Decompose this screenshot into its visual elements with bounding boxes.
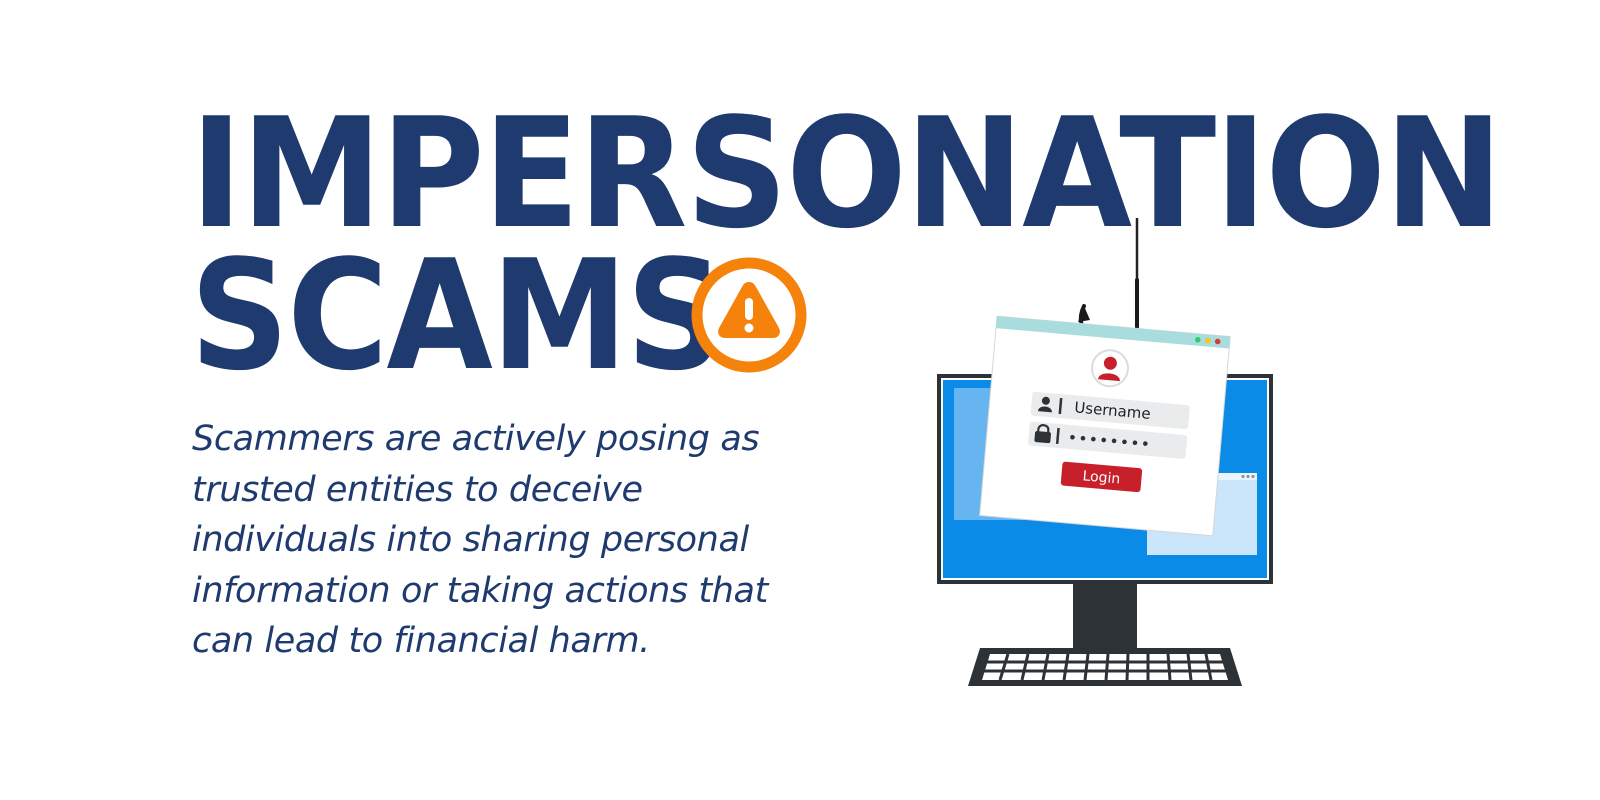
phishing-login-window: Username •••••••• Login <box>979 315 1231 537</box>
password-field[interactable]: •••••••• <box>1028 421 1188 459</box>
username-field[interactable]: Username <box>1030 391 1190 430</box>
user-icon <box>1090 349 1129 388</box>
warning-icon <box>691 257 807 373</box>
lock-icon <box>1034 424 1051 444</box>
headline-line-1: IMPERSONATION <box>190 85 1503 262</box>
user-icon <box>1037 396 1052 413</box>
headline-line-2: SCAMS <box>190 227 725 404</box>
login-button-label: Login <box>1082 468 1121 487</box>
description-text: Scammers are actively posing as trusted … <box>192 419 768 661</box>
phishing-computer-illustration: Username •••••••• Login <box>937 218 1273 686</box>
login-button[interactable]: Login <box>1060 461 1143 493</box>
keyboard-icon <box>968 648 1242 686</box>
